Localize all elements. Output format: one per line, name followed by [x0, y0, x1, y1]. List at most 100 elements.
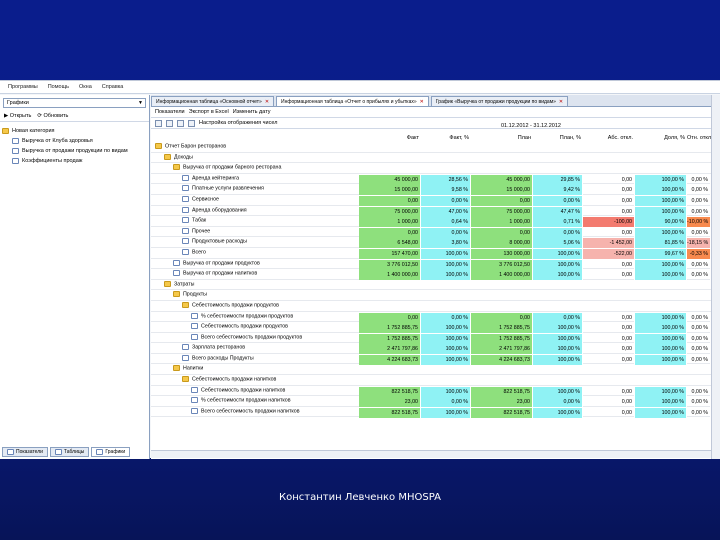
table-cell[interactable]: 6 548,00: [359, 238, 421, 249]
table-cell[interactable]: 0,00: [583, 333, 635, 344]
tab-tables[interactable]: Таблицы: [49, 447, 90, 457]
table-cell[interactable]: 0,00: [359, 312, 421, 323]
menu-item-reference[interactable]: Справка: [101, 84, 124, 90]
column-header[interactable]: Факт: [406, 135, 419, 141]
table-row[interactable]: Доходы: [151, 153, 711, 164]
tab-pnl-report[interactable]: Информационная таблица «Отчет о прибылях…: [276, 96, 429, 106]
table-cell[interactable]: 5,06 %: [533, 238, 583, 249]
table-cell[interactable]: 0,00 %: [533, 227, 583, 238]
open-button[interactable]: ▶ Открыть: [4, 113, 32, 119]
table-cell[interactable]: 100,00 %: [533, 344, 583, 355]
table-cell[interactable]: 0,00: [583, 195, 635, 206]
table-cell[interactable]: 822 518,75: [471, 407, 533, 418]
table-cell[interactable]: 1 400 000,00: [359, 270, 421, 281]
table-cell[interactable]: 0,00: [583, 354, 635, 365]
table-cell[interactable]: 1 000,00: [471, 217, 533, 228]
table-cell[interactable]: -100,00: [583, 217, 635, 228]
table-cell[interactable]: 0,00: [471, 312, 533, 323]
table-cell[interactable]: 100,00 %: [635, 206, 687, 217]
table-cell[interactable]: 99,67 %: [635, 248, 687, 259]
table-cell[interactable]: 0,00: [583, 407, 635, 418]
category-combo[interactable]: Графики ▼: [3, 98, 146, 108]
close-icon[interactable]: ✕: [419, 98, 424, 105]
table-row[interactable]: Продукты: [151, 290, 711, 301]
table-cell[interactable]: 0,00 %: [687, 333, 711, 344]
tab-main-report[interactable]: Информационная таблица «Основной отчет» ✕: [151, 96, 275, 106]
table-cell[interactable]: 1 752 885,75: [471, 323, 533, 334]
column-header[interactable]: Доля, %: [664, 135, 685, 141]
table-cell[interactable]: -18,15 %: [687, 238, 711, 249]
table-cell[interactable]: 100,00 %: [533, 270, 583, 281]
table-cell[interactable]: 0,00: [583, 397, 635, 408]
table-cell[interactable]: 0,00 %: [687, 312, 711, 323]
table-cell[interactable]: 0,00: [359, 227, 421, 238]
table-row[interactable]: Себестоимость продажи продуктов 1 752 885…: [151, 322, 711, 334]
table-row[interactable]: Всего себестоимость продажи продуктов 1 7…: [151, 333, 711, 344]
table-cell[interactable]: 0,00: [583, 386, 635, 397]
table-cell[interactable]: -10,00 %: [687, 217, 711, 228]
table-cell[interactable]: 2 471 797,86: [359, 344, 421, 355]
table-cell[interactable]: 1 000,00: [359, 217, 421, 228]
column-header[interactable]: План, %: [559, 135, 581, 141]
column-header[interactable]: Абс. откл.: [607, 135, 633, 141]
table-cell[interactable]: 1 752 885,75: [471, 333, 533, 344]
table-cell[interactable]: 23,00: [471, 397, 533, 408]
table-cell[interactable]: 100,00 %: [533, 333, 583, 344]
table-cell[interactable]: 0,71 %: [533, 217, 583, 228]
table-cell[interactable]: 45 000,00: [471, 174, 533, 185]
number-format-icon[interactable]: [188, 119, 195, 127]
table-row[interactable]: Себестоимость продажи напитков: [151, 375, 711, 386]
table-cell[interactable]: 0,00: [359, 195, 421, 206]
vertical-scrollbar[interactable]: [711, 95, 720, 459]
table-cell[interactable]: 100,00 %: [421, 407, 471, 418]
table-row[interactable]: Всего 157 470,00 100,00 % 130 000,00 100,00 …: [151, 248, 711, 259]
table-row[interactable]: Выручка от продажи продуктов 3 776 012,50…: [151, 259, 711, 270]
export-excel-button[interactable]: Экспорт в Excel: [188, 109, 229, 115]
table-cell[interactable]: 29,85 %: [533, 174, 583, 185]
table-cell[interactable]: 0,00 %: [687, 185, 711, 196]
table-cell[interactable]: 0,00: [583, 312, 635, 323]
table-cell[interactable]: 0,64 %: [421, 217, 471, 228]
table-cell[interactable]: 0,00 %: [687, 386, 711, 397]
table-row[interactable]: Выручка от продажи барного ресторана: [151, 163, 711, 174]
table-cell[interactable]: 0,00: [583, 270, 635, 281]
table-cell[interactable]: 15 000,00: [471, 185, 533, 196]
table-row[interactable]: Всего расходы Продукты 4 224 683,73 100,00…: [151, 354, 711, 365]
table-cell[interactable]: 0,00 %: [533, 312, 583, 323]
table-cell[interactable]: 75 000,00: [359, 206, 421, 217]
table-row[interactable]: Выручка от продажи напитков 1 400 000,00 1…: [151, 269, 711, 281]
table-row[interactable]: Продуктовые расходы 6 548,00 3,80 % 8 000,0…: [151, 237, 711, 249]
table-cell[interactable]: -0,33 %: [687, 248, 711, 259]
table-row[interactable]: Напитки: [151, 364, 711, 376]
table-cell[interactable]: 100,00 %: [635, 174, 687, 185]
table-cell[interactable]: 100,00 %: [635, 386, 687, 397]
table-cell[interactable]: 822 518,75: [471, 386, 533, 397]
table-cell[interactable]: 45 000,00: [359, 174, 421, 185]
table-cell[interactable]: 100,00 %: [421, 333, 471, 344]
table-cell[interactable]: 0,00 %: [687, 344, 711, 355]
table-row[interactable]: Отчет Барон ресторанов: [151, 142, 711, 153]
table-cell[interactable]: 8 000,00: [471, 238, 533, 249]
table-cell[interactable]: 100,00 %: [421, 386, 471, 397]
bold-icon[interactable]: [155, 119, 162, 127]
table-cell[interactable]: 0,00 %: [421, 397, 471, 408]
table-cell[interactable]: 100,00 %: [421, 344, 471, 355]
number-display-settings-button[interactable]: Настройка отображения чисел: [199, 120, 278, 126]
table-cell[interactable]: 100,00 %: [635, 185, 687, 196]
table-cell[interactable]: 47,00 %: [421, 206, 471, 217]
table-cell[interactable]: 100,00 %: [635, 354, 687, 365]
table-cell[interactable]: 90,00 %: [635, 217, 687, 228]
table-cell[interactable]: 100,00 %: [421, 323, 471, 334]
table-cell[interactable]: 1 752 885,75: [359, 323, 421, 334]
refresh-button[interactable]: ⟳ Обновить: [37, 113, 69, 119]
table-cell[interactable]: 100,00 %: [533, 386, 583, 397]
table-cell[interactable]: 0,00: [471, 195, 533, 206]
table-cell[interactable]: 100,00 %: [635, 227, 687, 238]
tree-node[interactable]: Коэффициенты продаж: [2, 156, 147, 166]
table-cell[interactable]: 2 471 797,86: [471, 344, 533, 355]
table-cell[interactable]: 100,00 %: [635, 312, 687, 323]
horizontal-scrollbar[interactable]: [151, 450, 711, 458]
table-cell[interactable]: 3 776 012,50: [359, 259, 421, 270]
menu-item-help[interactable]: Помощь: [47, 84, 69, 90]
table-row[interactable]: Себестоимость продажи напитков 822 518,75…: [151, 386, 711, 397]
